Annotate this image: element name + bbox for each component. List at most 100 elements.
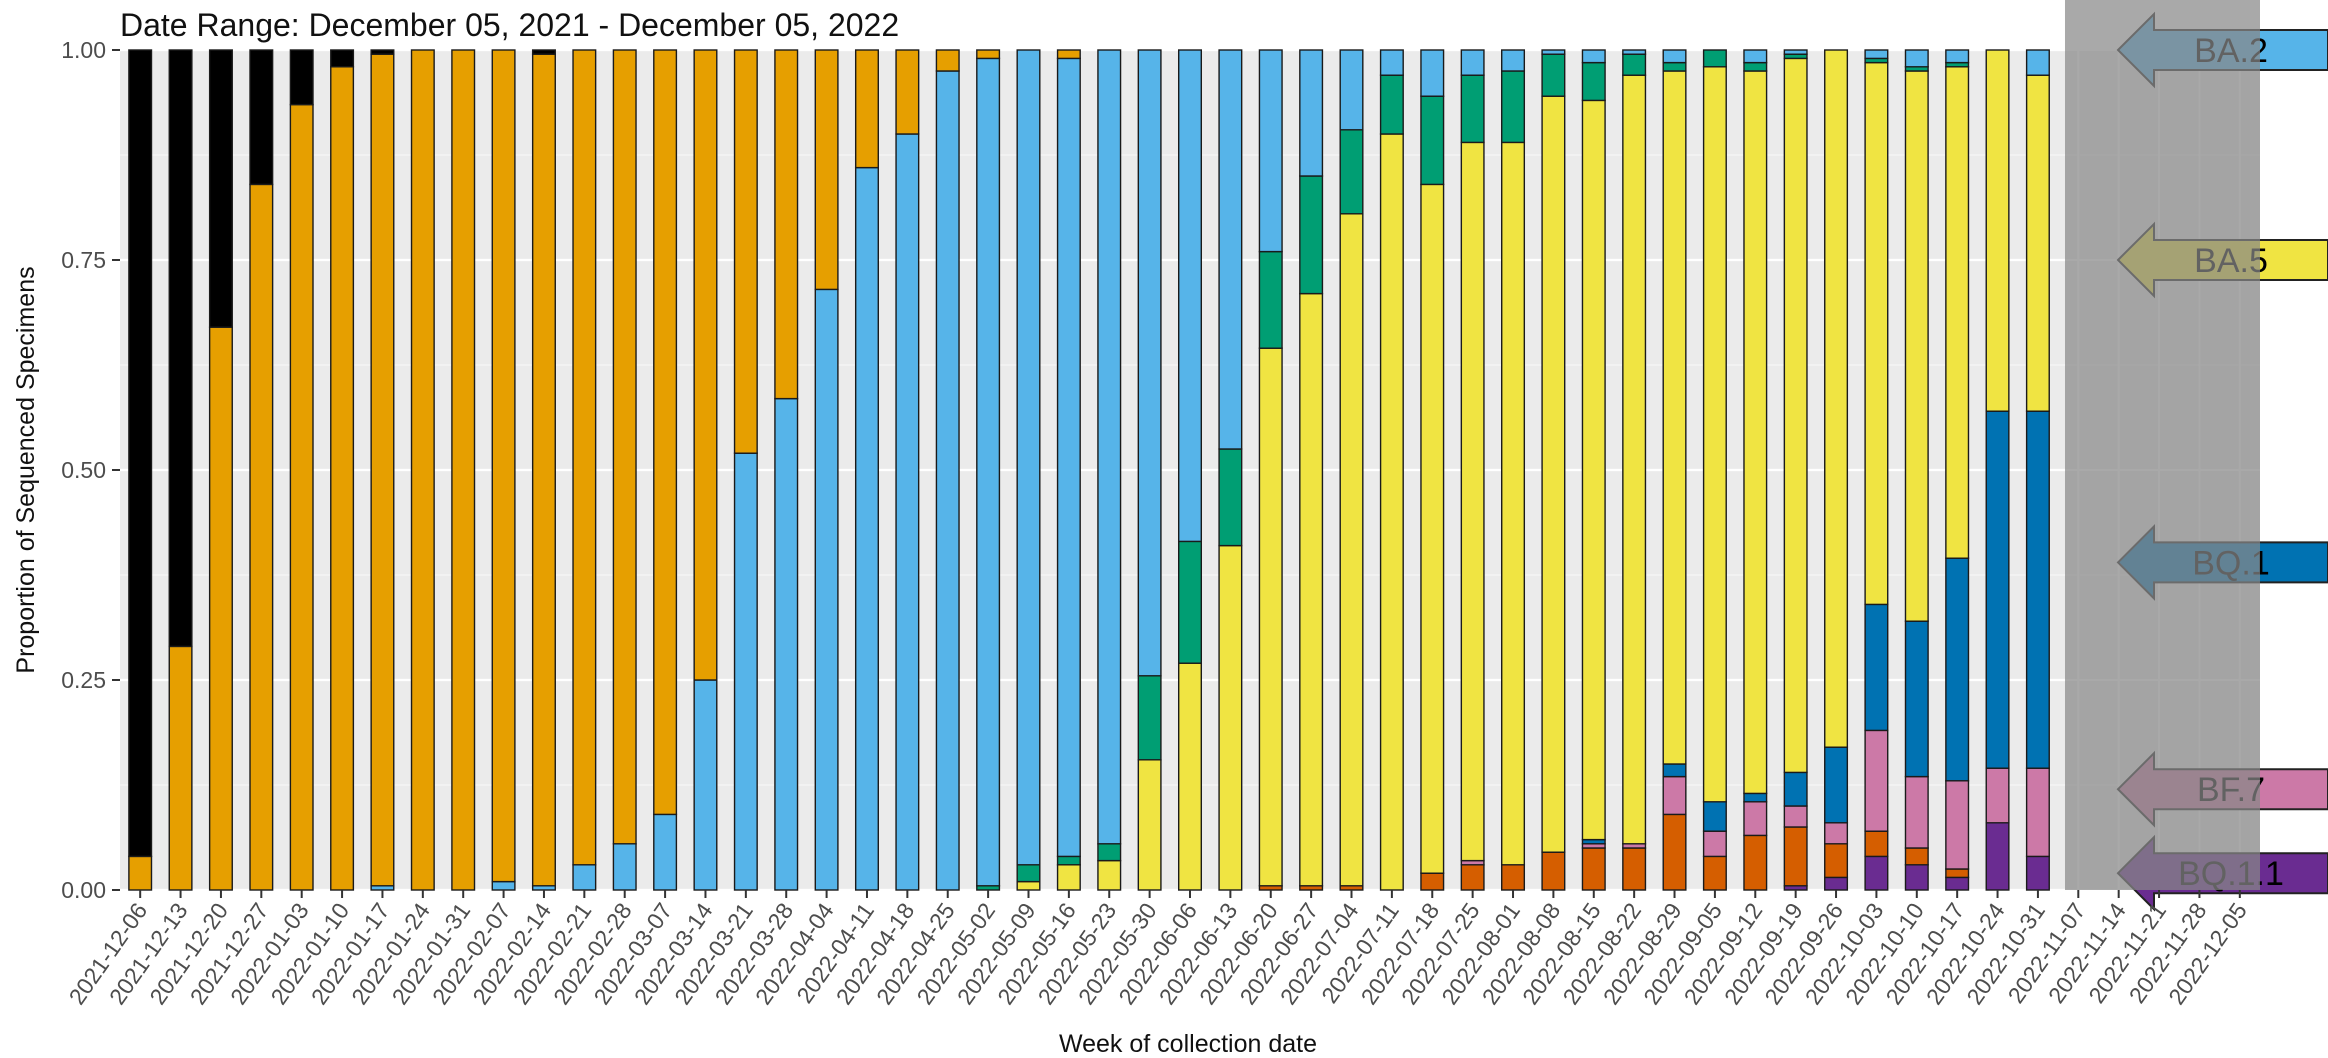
- bar-segment-orange2: [1460, 864, 1485, 891]
- bar-2021-12-27: [249, 49, 274, 891]
- bar-segment-BA-5: [1339, 213, 1364, 887]
- bar-2022-08-01: [1501, 49, 1526, 891]
- bar-2022-07-25: [1460, 49, 1485, 891]
- bar-2022-04-04: [814, 49, 839, 891]
- bar-segment-orange: [1056, 49, 1081, 60]
- bar-segment-orange: [572, 49, 597, 866]
- bar-2022-09-19: [1783, 49, 1808, 891]
- bar-2022-10-31: [2025, 49, 2050, 891]
- bar-segment-BA-2: [854, 166, 879, 891]
- bar-segment-BQ-1-1: [2025, 855, 2050, 891]
- bar-segment-BQ-1: [1904, 620, 1929, 778]
- bar-segment-BA-2: [1662, 49, 1687, 64]
- bar-2022-05-02: [976, 49, 1001, 891]
- bar-segment-green: [1299, 175, 1324, 295]
- bar-segment-BA-2: [653, 813, 678, 891]
- bar-segment-green: [1743, 61, 1768, 72]
- bar-segment-BA-2: [1339, 49, 1364, 131]
- bar-segment-BA-5: [1501, 141, 1526, 866]
- bar-2022-07-18: [1420, 49, 1445, 891]
- y-tick-label: 0.00: [61, 877, 106, 903]
- bar-segment-BA-5: [1581, 99, 1606, 841]
- bar-segment-BQ-1-1: [1985, 822, 2010, 891]
- bar-segment-orange: [451, 49, 476, 891]
- bar-segment-green: [1056, 855, 1081, 866]
- bar-segment-BA-5: [1177, 662, 1203, 891]
- bar-segment-orange2: [1864, 830, 1889, 858]
- bar-2022-03-07: [653, 49, 678, 891]
- bar-segment-BA-5: [1702, 66, 1727, 803]
- bar-segment-BA-5: [1904, 70, 1929, 622]
- bar-segment-BA-5: [1460, 141, 1485, 862]
- bar-segment-BA-5: [1420, 183, 1445, 874]
- bar-2022-02-28: [612, 49, 637, 891]
- bar-segment-BA-2: [1501, 49, 1526, 72]
- bar-segment-BQ-1-1: [1864, 855, 1889, 891]
- bar-segment-BA-2: [1945, 49, 1970, 64]
- bar-segment-BA-5: [1379, 133, 1404, 891]
- bar-segment-BA-2: [1258, 49, 1283, 253]
- bar-segment-orange: [693, 49, 718, 681]
- bar-2022-09-12: [1743, 49, 1768, 891]
- y-tick-label: 0.25: [61, 667, 106, 693]
- bar-segment-orange: [895, 49, 920, 135]
- bar-segment-orange: [289, 103, 314, 891]
- bar-segment-BA-5: [1056, 864, 1081, 891]
- bar-segment-BA-5: [1137, 759, 1162, 891]
- bar-segment-BA-2: [1864, 49, 1889, 60]
- bar-2021-12-13: [168, 49, 193, 891]
- bar-segment-BA-5: [2025, 74, 2050, 412]
- bar-segment-black: [168, 49, 193, 648]
- bar-segment-green: [1177, 540, 1203, 664]
- bar-2022-03-21: [733, 49, 758, 891]
- y-tick-label: 0.75: [61, 247, 106, 273]
- bar-segment-orange2: [1743, 834, 1768, 891]
- bar-segment-orange: [128, 855, 153, 891]
- bar-segment-orange2: [1622, 847, 1647, 891]
- bar-segment-BA-2: [491, 880, 516, 891]
- bar-segment-BQ-1: [1662, 763, 1687, 778]
- bar-segment-orange2: [1581, 847, 1606, 891]
- bar-segment-green: [1662, 61, 1687, 72]
- bar-2022-07-04: [1339, 49, 1364, 891]
- bar-2022-02-21: [572, 49, 597, 891]
- bar-2022-01-17: [370, 49, 395, 891]
- bar-segment-orange: [976, 49, 1001, 60]
- bar-segment-orange: [612, 49, 637, 845]
- bar-segment-black: [208, 49, 233, 328]
- bar-segment-BA-2: [1460, 49, 1485, 76]
- bar-2022-04-11: [854, 49, 879, 891]
- bar-segment-BA-2: [2025, 49, 2050, 76]
- bar-2022-06-13: [1218, 49, 1243, 891]
- bar-segment-orange: [249, 183, 274, 891]
- bar-segment-green: [1379, 74, 1404, 135]
- bar-segment-green: [1702, 49, 1727, 68]
- bar-2022-05-23: [1097, 49, 1122, 891]
- bar-2022-01-24: [410, 49, 435, 891]
- bar-segment-black: [289, 49, 314, 106]
- bar-segment-BA-5: [1864, 61, 1889, 606]
- shaded-region: [2064, 0, 2260, 890]
- bar-segment-BA-2: [1056, 57, 1081, 858]
- bar-segment-orange: [854, 49, 879, 169]
- bar-segment-BA-2: [935, 70, 960, 891]
- bar-2022-03-14: [693, 49, 718, 891]
- bar-segment-BQ-1: [1824, 746, 1849, 824]
- bar-segment-BA-5: [1097, 859, 1122, 891]
- bar-2022-05-16: [1056, 49, 1081, 891]
- bar-segment-orange2: [1702, 855, 1727, 891]
- bar-segment-orange2: [1541, 851, 1566, 891]
- bar-segment-orange2: [1420, 872, 1445, 891]
- bar-segment-BQ-1: [1702, 801, 1727, 832]
- bar-2022-09-05: [1702, 49, 1727, 891]
- bar-2021-12-06: [128, 49, 153, 891]
- bar-segment-BA-2: [1783, 49, 1808, 55]
- bar-segment-BA-5: [1299, 292, 1324, 887]
- bar-segment-BA-5: [1662, 70, 1687, 765]
- bar-segment-black: [330, 49, 355, 68]
- chart-title: Date Range: December 05, 2021 - December…: [120, 7, 899, 43]
- bar-segment-BA-2: [1420, 49, 1445, 97]
- bar-segment-orange: [491, 49, 516, 883]
- bar-segment-orange: [330, 66, 355, 891]
- bar-segment-BF-7: [1864, 729, 1889, 832]
